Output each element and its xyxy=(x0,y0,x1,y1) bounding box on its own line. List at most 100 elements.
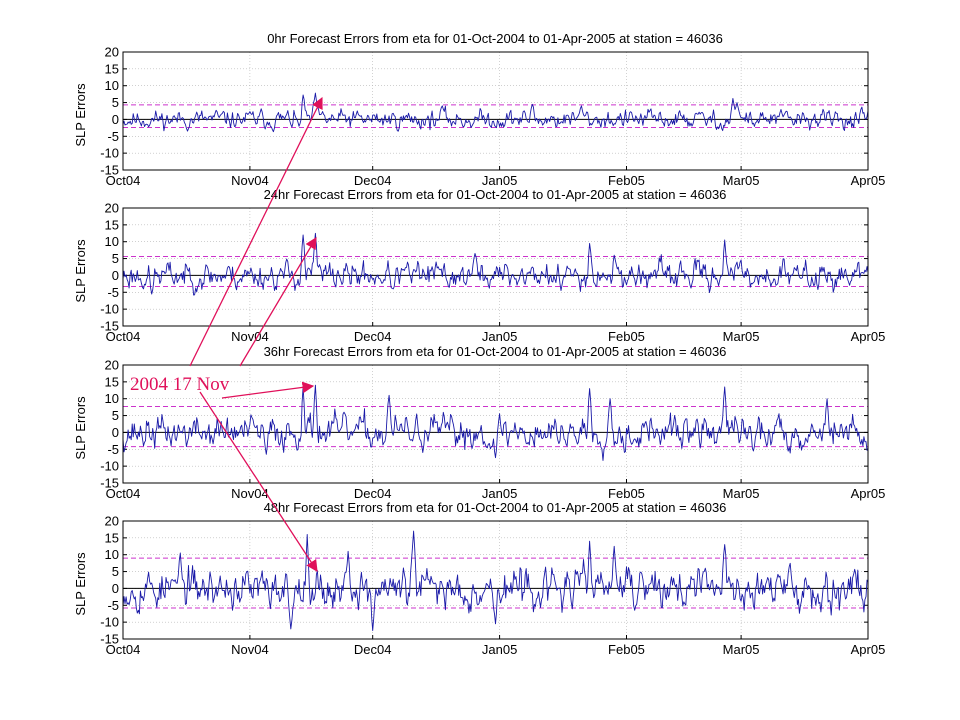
threshold-lines xyxy=(123,405,868,448)
plot-frame xyxy=(122,520,869,640)
x-tick-label: Feb05 xyxy=(608,329,645,344)
series-layer xyxy=(122,92,869,133)
y-tick-label: 20 xyxy=(105,358,119,373)
x-tick-labels: Oct04 Nov04 Dec04 Jan05 Feb05 Mar05 Apr0… xyxy=(106,486,886,501)
x-tick-label: Apr05 xyxy=(851,486,886,501)
grid xyxy=(122,364,869,484)
series-layer xyxy=(122,530,869,632)
threshold-lines xyxy=(123,256,868,288)
y-tick-labels: 20 15 10 5 0 -5 -10 -15 xyxy=(100,201,119,334)
threshold-lines xyxy=(123,104,868,129)
y-tick-label: -15 xyxy=(100,319,119,334)
y-tick-label: 5 xyxy=(112,251,119,266)
panel-title: 0hr Forecast Errors from eta for 01-Oct-… xyxy=(267,31,723,46)
y-axis-label: SLP Errors xyxy=(73,83,88,147)
x-tick-label: Jan05 xyxy=(482,486,517,501)
y-tick-label: -5 xyxy=(107,129,119,144)
y-tick-labels: 20 15 10 5 0 -5 -10 -15 xyxy=(100,514,119,647)
plot-frame xyxy=(122,207,869,327)
x-tick-label: Oct04 xyxy=(106,486,141,501)
x-tick-labels: Oct04 Nov04 Dec04 Jan05 Feb05 Mar05 Apr0… xyxy=(106,642,886,657)
y-tick-label: 20 xyxy=(105,45,119,60)
series-line xyxy=(122,530,869,632)
y-tick-label: -5 xyxy=(107,442,119,457)
x-tick-label: Jan05 xyxy=(482,173,517,188)
y-tick-label: 15 xyxy=(105,374,119,389)
annotation-arrow-24hr xyxy=(239,236,317,367)
series-line xyxy=(122,232,869,296)
x-tick-label: Apr05 xyxy=(851,642,886,657)
series-layer xyxy=(122,232,869,296)
x-tick-label: Feb05 xyxy=(608,642,645,657)
x-tick-label: Jan05 xyxy=(482,329,517,344)
y-tick-label: -10 xyxy=(100,459,119,474)
panel-0hr: 0hr Forecast Errors from eta for 01-Oct-… xyxy=(73,31,885,188)
y-tick-label: 15 xyxy=(105,61,119,76)
panel-36hr: 36hr Forecast Errors from eta for 01-Oct… xyxy=(73,344,885,501)
y-tick-label: 0 xyxy=(112,268,119,283)
y-tick-label: -10 xyxy=(100,615,119,630)
x-tick-label: Dec04 xyxy=(354,329,392,344)
y-axis-label: SLP Errors xyxy=(73,396,88,460)
y-tick-label: 0 xyxy=(112,425,119,440)
plot-frame xyxy=(122,51,869,171)
y-tick-label: -15 xyxy=(100,632,119,647)
annotation-arrow-48hr xyxy=(199,391,318,572)
series-layer xyxy=(122,384,869,461)
x-tick-label: Nov04 xyxy=(231,329,269,344)
y-tick-label: -10 xyxy=(100,146,119,161)
panel-24hr: 24hr Forecast Errors from eta for 01-Oct… xyxy=(73,187,885,344)
y-tick-label: 10 xyxy=(105,547,119,562)
y-axis-label: SLP Errors xyxy=(73,239,88,303)
x-tick-label: Apr05 xyxy=(851,173,886,188)
y-tick-label: -15 xyxy=(100,476,119,491)
y-tick-label: 10 xyxy=(105,391,119,406)
y-tick-label: 15 xyxy=(105,530,119,545)
x-tick-label: Mar05 xyxy=(723,486,760,501)
panel-title: 36hr Forecast Errors from eta for 01-Oct… xyxy=(264,344,727,359)
y-axis-label: SLP Errors xyxy=(73,552,88,616)
y-tick-label: 20 xyxy=(105,514,119,529)
x-tick-label: Apr05 xyxy=(851,329,886,344)
annotation-overlay: 2004 17 Nov xyxy=(130,96,323,572)
panel-title: 24hr Forecast Errors from eta for 01-Oct… xyxy=(264,187,727,202)
x-tick-label: Mar05 xyxy=(723,173,760,188)
plot-frame xyxy=(122,364,869,484)
x-tick-label: Feb05 xyxy=(608,486,645,501)
annotation-arrow-0hr xyxy=(189,96,323,367)
y-tick-labels: 20 15 10 5 0 -5 -10 -15 xyxy=(100,45,119,178)
x-tick-label: Oct04 xyxy=(106,329,141,344)
y-tick-label: -5 xyxy=(107,598,119,613)
x-tick-labels: Oct04 Nov04 Dec04 Jan05 Feb05 Mar05 Apr0… xyxy=(106,173,886,188)
x-tick-label: Nov04 xyxy=(231,642,269,657)
series-line xyxy=(122,384,869,461)
x-tick-label: Nov04 xyxy=(231,486,269,501)
y-tick-label: 0 xyxy=(112,581,119,596)
y-tick-label: -10 xyxy=(100,302,119,317)
x-tick-label: Dec04 xyxy=(354,173,392,188)
series-line xyxy=(122,92,869,133)
panel-title: 48hr Forecast Errors from eta for 01-Oct… xyxy=(264,500,727,515)
x-tick-label: Dec04 xyxy=(354,642,392,657)
y-tick-label: 5 xyxy=(112,564,119,579)
x-tick-label: Mar05 xyxy=(723,329,760,344)
y-tick-label: 5 xyxy=(112,408,119,423)
grid xyxy=(122,207,869,327)
y-tick-label: -5 xyxy=(107,285,119,300)
grid xyxy=(122,51,869,171)
y-tick-label: -15 xyxy=(100,163,119,178)
x-tick-label: Nov04 xyxy=(231,173,269,188)
y-tick-label: 0 xyxy=(112,112,119,127)
x-tick-label: Oct04 xyxy=(106,642,141,657)
x-tick-label: Oct04 xyxy=(106,173,141,188)
y-tick-label: 20 xyxy=(105,201,119,216)
x-tick-labels: Oct04 Nov04 Dec04 Jan05 Feb05 Mar05 Apr0… xyxy=(106,329,886,344)
x-tick-label: Dec04 xyxy=(354,486,392,501)
y-tick-label: 10 xyxy=(105,234,119,249)
annotation-arrow-36hr xyxy=(221,381,315,399)
y-tick-label: 5 xyxy=(112,95,119,110)
x-tick-label: Mar05 xyxy=(723,642,760,657)
panel-48hr: 48hr Forecast Errors from eta for 01-Oct… xyxy=(73,500,885,657)
y-tick-labels: 20 15 10 5 0 -5 -10 -15 xyxy=(100,358,119,491)
